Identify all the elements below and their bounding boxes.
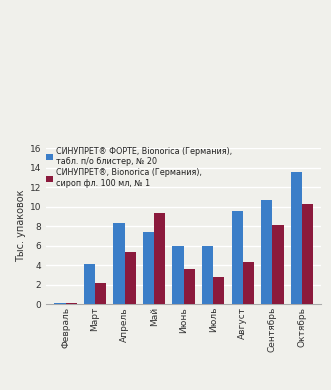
Bar: [291, 172, 302, 304]
Bar: [184, 269, 195, 304]
Bar: [172, 246, 184, 304]
Bar: [114, 223, 125, 304]
Bar: [272, 225, 284, 304]
Bar: [243, 262, 254, 304]
Bar: [261, 200, 272, 304]
Bar: [95, 283, 106, 304]
Bar: [84, 264, 95, 304]
Bar: [66, 303, 77, 304]
Bar: [232, 211, 243, 304]
Bar: [54, 303, 66, 304]
Bar: [125, 252, 136, 304]
Bar: [202, 246, 213, 304]
Y-axis label: Тыс. упаковок: Тыс. упаковок: [16, 190, 26, 262]
Bar: [143, 232, 154, 304]
Legend: СИНУПРЕТ® ФОРТЕ, Bionorica (Германия),
табл. п/о блистер, № 20, СИНУПРЕТ®, Biono: СИНУПРЕТ® ФОРТЕ, Bionorica (Германия), т…: [46, 147, 232, 188]
Bar: [213, 277, 224, 304]
Bar: [154, 213, 166, 304]
Bar: [302, 204, 313, 304]
